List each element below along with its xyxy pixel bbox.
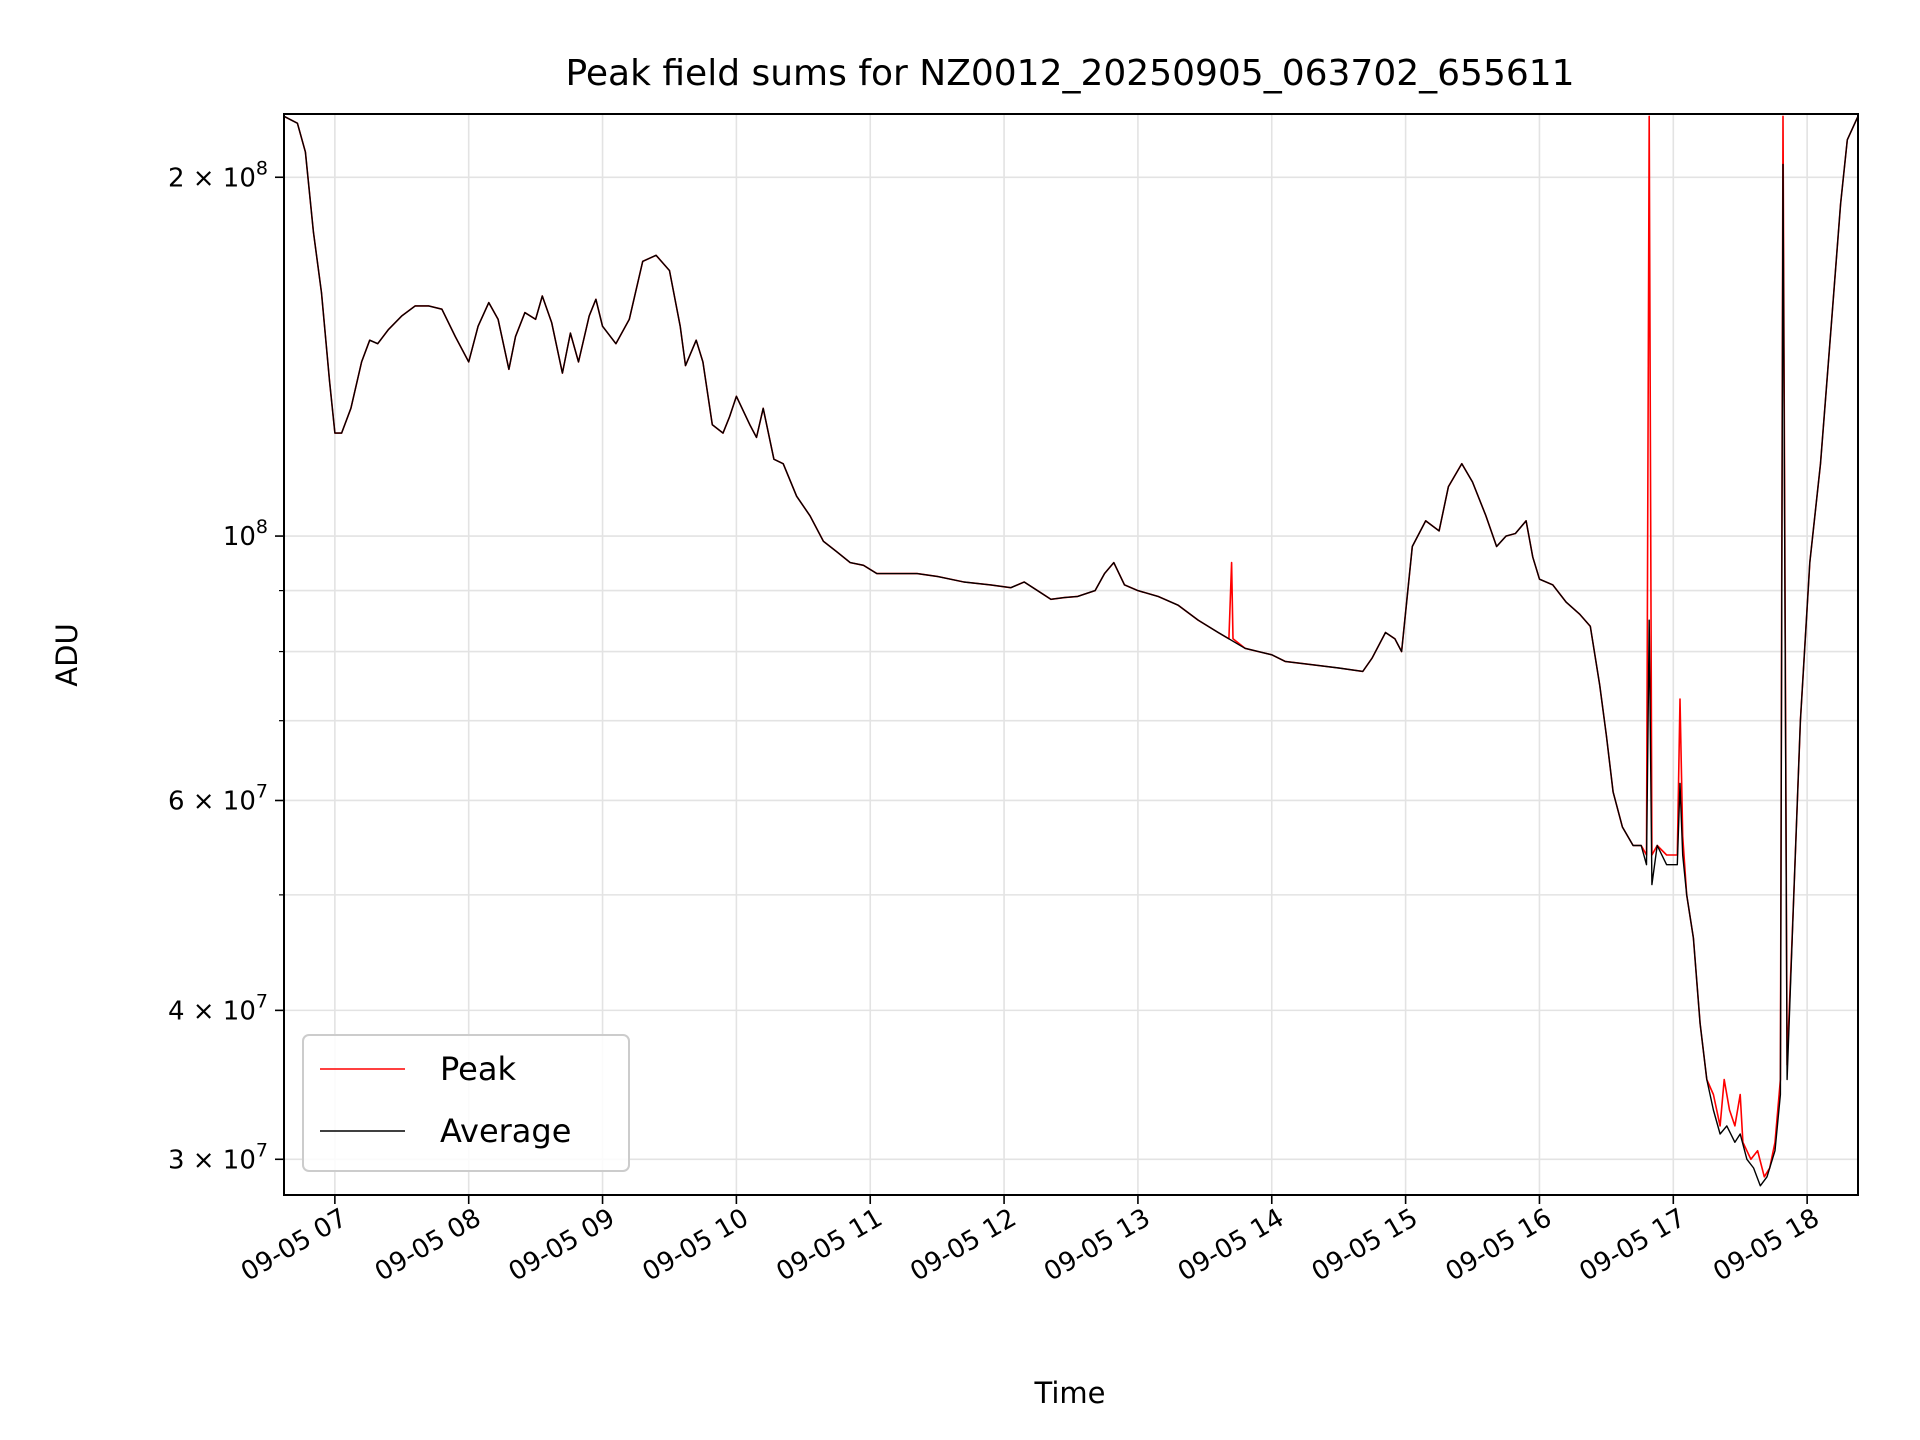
series-layer [284,115,1858,1187]
chart-title: Peak field sums for NZ0012_20250905_0637… [565,53,1574,94]
y-axis-title: ADU [50,623,84,686]
legend: Peak Average [302,1034,630,1172]
legend-label-average: Average [440,1112,571,1150]
y-tick-label: 6 × 107 [168,780,268,816]
x-axis-title: Time [1034,1376,1106,1410]
y-axis: 3 × 107 4 × 107 6 × 107 108 2 × 108 [168,157,284,1175]
plot-frame [283,113,1859,1196]
y-tick-label: 108 [223,516,268,552]
grid-lines [284,114,1858,1195]
series-line-average [284,115,1858,1187]
y-tick-label: 4 × 107 [168,990,268,1026]
y-tick-label: 2 × 108 [168,157,268,193]
y-tick-label: 3 × 107 [168,1139,268,1175]
legend-label-peak: Peak [440,1050,516,1088]
